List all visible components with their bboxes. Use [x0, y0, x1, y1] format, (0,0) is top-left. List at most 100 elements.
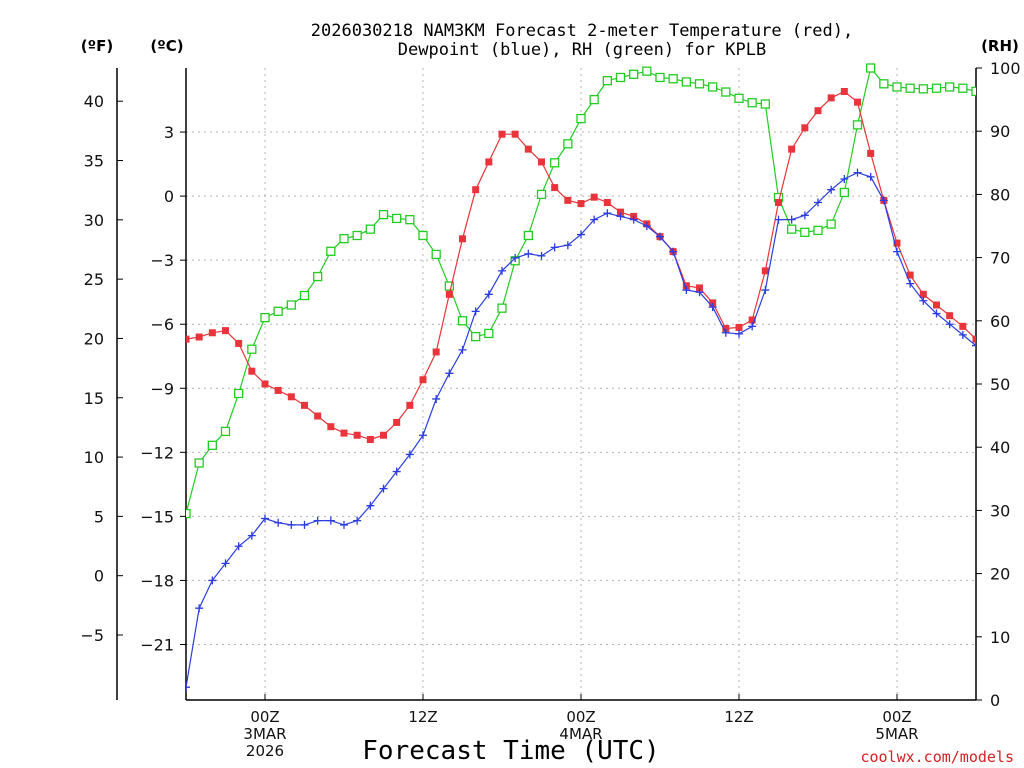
temperature-point [287, 393, 295, 401]
dewpoint-point [353, 516, 362, 525]
dewpoint-point [972, 341, 976, 350]
rh-point [444, 281, 454, 291]
dewpoint-point [787, 215, 796, 224]
fahrenheit-tick-label: 35 [84, 152, 104, 171]
rh-point [668, 74, 678, 84]
dewpoint-point [748, 322, 757, 331]
fahrenheit-tick-label: 25 [84, 270, 104, 289]
temperature-point [524, 145, 532, 153]
rh-point [378, 209, 389, 220]
time-tick-label: 00Z [566, 708, 595, 726]
temperature-point [748, 316, 756, 324]
fahrenheit-tick-label: 5 [94, 507, 104, 526]
dewpoint-point [735, 329, 743, 338]
rh-point [655, 72, 665, 83]
temperature-point [854, 98, 861, 106]
dewpoint-point [524, 249, 533, 258]
grid-lines [186, 68, 976, 700]
temperature-point [445, 290, 453, 298]
dewpoint-point [498, 266, 506, 275]
rh-point [945, 82, 955, 92]
temperature-point [472, 186, 480, 194]
rh-point [418, 230, 428, 241]
dewpoint-point [814, 198, 822, 207]
source-credit[interactable]: coolwx.com/models [860, 748, 1014, 766]
fahrenheit-tick-label: 40 [84, 92, 104, 111]
celsius-tick-label: −21 [140, 635, 174, 654]
rh-point [931, 83, 942, 93]
celsius-unit-label: (ºC) [150, 37, 183, 55]
rh-point [681, 77, 691, 87]
rh-tick-label: 90 [990, 122, 1010, 141]
dewpoint-point [642, 222, 651, 230]
temperature-point [274, 386, 282, 394]
dewpoint-point [287, 520, 296, 529]
rh-point [866, 63, 876, 73]
rh-point [220, 426, 231, 437]
dewpoint-point [919, 296, 928, 305]
temperature-point [380, 431, 387, 439]
rh-point [186, 508, 191, 519]
rh-tick-label: 60 [990, 312, 1010, 331]
dewpoint-point [221, 559, 230, 568]
temperature-point [485, 158, 493, 166]
dewpoint-point [721, 328, 730, 337]
dewpoint-point [511, 254, 520, 263]
celsius-tick-label: −12 [140, 443, 174, 462]
celsius-tick-label: −18 [140, 571, 174, 590]
dewpoint-point [827, 185, 836, 194]
dewpoint-point [866, 172, 875, 181]
dewpoint-point [234, 542, 243, 551]
rh-unit-label: (RH) [981, 37, 1019, 55]
temperature-point [735, 323, 743, 331]
temperature-point [761, 267, 769, 275]
rh-point [563, 139, 573, 149]
rh-point [589, 94, 599, 105]
dewpoint-point [340, 520, 348, 529]
rh-point [352, 230, 362, 241]
chart-title-line1: 2026030218 NAM3KM Forecast 2-meter Tempe… [311, 21, 853, 41]
temperature-point [682, 282, 690, 290]
dewpoint-point [550, 243, 559, 252]
temperature-point [603, 199, 611, 207]
rh-point [615, 72, 626, 83]
rh-point [760, 99, 770, 109]
x-axis-label: Forecast Time (UTC) [362, 736, 659, 766]
dewpoint-point [445, 369, 454, 378]
rh-point [194, 458, 204, 468]
rh-point [299, 290, 310, 301]
time-tick-label: 4MAR [559, 725, 602, 743]
dewpoint-point [432, 394, 441, 403]
dewpoint-point [563, 241, 572, 250]
temperature-point [551, 184, 559, 192]
celsius-tick-label: −15 [140, 507, 174, 526]
temperature-point [208, 329, 216, 337]
dewpoint-point [379, 484, 388, 493]
dewpoint-point [458, 345, 467, 354]
dewpoint-point [906, 279, 915, 288]
dewpoint-point [590, 215, 599, 224]
rh-point [787, 224, 797, 234]
temperature-point [722, 324, 730, 332]
temperature-point [195, 333, 203, 341]
temperature-point [186, 335, 190, 343]
dewpoint-point [261, 514, 269, 523]
rh-point [471, 331, 481, 342]
time-tick-label: 00Z [250, 708, 279, 726]
rh-point [365, 224, 375, 234]
temperature-point [459, 235, 466, 243]
temperature-point [919, 290, 927, 298]
temperature-point [314, 412, 322, 420]
dewpoint-point [682, 286, 691, 295]
dewpoint-point [274, 518, 283, 527]
temperature-point [248, 367, 256, 375]
rh-point [800, 227, 810, 237]
temperature-point [419, 376, 427, 384]
rh-tick-label: 0 [990, 691, 1000, 710]
rh-point [892, 82, 902, 92]
rh-tick-label: 100 [990, 59, 1021, 78]
rh-point [852, 120, 863, 130]
dewpoint-point [958, 330, 967, 339]
temperature-point [959, 322, 967, 330]
